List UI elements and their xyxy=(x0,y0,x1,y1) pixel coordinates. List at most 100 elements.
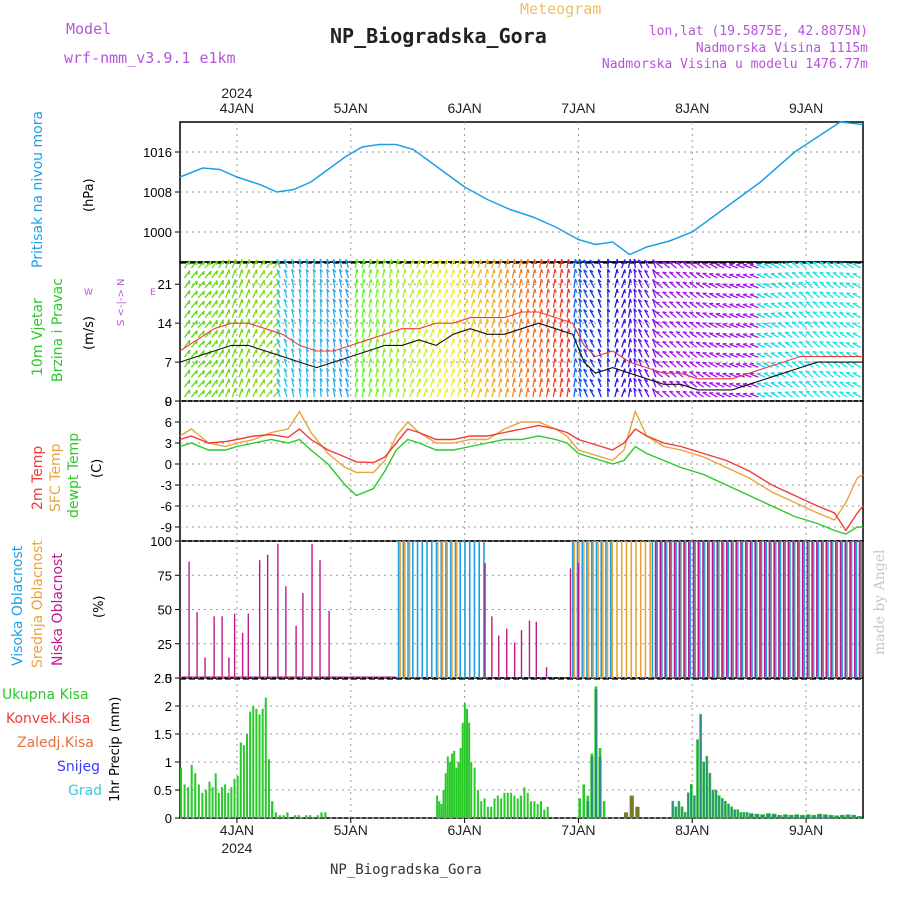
wind-arrow xyxy=(204,340,212,348)
wind-arrow xyxy=(798,311,807,319)
wind-arrow xyxy=(805,311,814,319)
wind-arrow xyxy=(276,278,281,289)
precip-legend-freezing: Zaledj.Kisa xyxy=(17,735,94,751)
wind-arrow xyxy=(566,288,571,298)
wind-arrow xyxy=(477,269,483,279)
wind-arrow xyxy=(621,269,626,279)
wind-arrow xyxy=(607,308,611,318)
wind-arrow xyxy=(669,350,677,358)
wind-arrow xyxy=(457,338,462,348)
wind-arrow xyxy=(756,372,766,378)
wind-arrow xyxy=(484,388,489,398)
snow-precip-bar xyxy=(598,756,602,819)
wind-arrow xyxy=(689,321,698,329)
wind-arrow xyxy=(852,362,862,368)
wind-arrow xyxy=(742,352,752,358)
wind-arrow xyxy=(770,332,780,339)
wind-arrow xyxy=(312,308,317,318)
wind-arrow xyxy=(652,308,657,318)
wind-arrow xyxy=(457,378,462,388)
wind-arrow xyxy=(218,359,224,368)
wind-arrow xyxy=(633,338,638,348)
wind-arrow xyxy=(332,357,337,368)
wind-arrow xyxy=(825,380,834,388)
wind-arrow xyxy=(735,273,745,279)
wind-arrow xyxy=(477,328,483,338)
wind-arrow xyxy=(637,269,643,279)
wind-arrow xyxy=(361,378,366,388)
wind-arrow xyxy=(416,348,422,358)
wind-arrow xyxy=(319,387,324,398)
wind-arrow xyxy=(749,342,759,348)
wind-arrow xyxy=(259,388,265,398)
wind-arrow xyxy=(532,298,537,308)
wind-arrow xyxy=(283,387,288,398)
wind-arrow xyxy=(777,302,786,309)
wind-arrow xyxy=(839,371,848,378)
total-precip-bar xyxy=(305,815,308,818)
wind-arrow xyxy=(627,328,633,338)
total-precip-bar xyxy=(293,815,297,818)
wind-arrow xyxy=(402,358,407,368)
wind-arrow xyxy=(566,358,571,368)
wind-arrow xyxy=(578,318,583,328)
wind-arrow xyxy=(607,377,611,388)
wind-arrow xyxy=(607,268,611,278)
wind-arrow xyxy=(637,289,643,299)
wind-arrow xyxy=(763,263,773,269)
wind-arrow xyxy=(491,298,496,308)
wind-arrow xyxy=(361,298,366,308)
wind-arrow xyxy=(702,391,711,398)
wind-arrow xyxy=(702,332,711,339)
freezing-precip-bar xyxy=(629,795,634,818)
wind-arrow xyxy=(552,258,557,269)
total-precip-bar xyxy=(436,795,439,818)
total-precip-bar xyxy=(264,697,267,818)
wind-arrow xyxy=(578,328,583,338)
wind-arrow xyxy=(484,278,489,289)
wind-arrow xyxy=(518,348,523,358)
wind-arrow xyxy=(463,348,469,358)
wind-arrow xyxy=(184,290,191,299)
wind-arrow xyxy=(402,368,407,378)
wind-arrow xyxy=(298,318,303,328)
wind-arrow xyxy=(735,293,745,299)
wind-arrow xyxy=(436,308,442,318)
snow-precip-bar xyxy=(788,814,794,819)
wind-arrow xyxy=(326,298,330,308)
wind-arrow xyxy=(259,339,265,348)
wind-arrow xyxy=(777,342,786,348)
wind-arrow xyxy=(566,338,571,348)
temp-title-2m: 2m Temp xyxy=(30,445,46,510)
wind-arrow xyxy=(190,290,198,299)
wind-arrow xyxy=(402,387,407,398)
pressure-axis-tick-label: 1000 xyxy=(143,225,172,240)
total-precip-bar xyxy=(602,801,606,818)
wind-arrow xyxy=(245,289,251,298)
wind-arrow xyxy=(276,288,281,299)
wind-arrow xyxy=(614,318,619,328)
wind-arrow xyxy=(695,361,704,368)
wind-arrow xyxy=(791,390,800,398)
wind-arrow xyxy=(643,378,650,388)
wind-arrow xyxy=(218,329,224,338)
wind-arrow xyxy=(345,368,350,378)
wind-arrow xyxy=(597,278,602,289)
wind-arrow xyxy=(675,321,684,329)
top-day-label: 4JAN xyxy=(220,100,254,116)
wind-arrow xyxy=(395,318,400,328)
wind-arrow xyxy=(532,288,537,298)
wind-arrow xyxy=(852,382,862,388)
wind-arrow xyxy=(756,303,766,309)
wind-arrow xyxy=(252,329,258,338)
total-precip-bar xyxy=(252,706,255,818)
wind-arrow xyxy=(715,352,725,358)
wind-arrow xyxy=(218,279,224,289)
total-precip-bar xyxy=(582,784,586,818)
wind-arrow xyxy=(573,308,578,318)
wind-arrow xyxy=(589,339,595,348)
total-precip-bar xyxy=(204,790,207,818)
wind-arrow xyxy=(742,263,752,269)
wind-arrow xyxy=(470,358,476,368)
wind-arrow xyxy=(463,269,469,279)
